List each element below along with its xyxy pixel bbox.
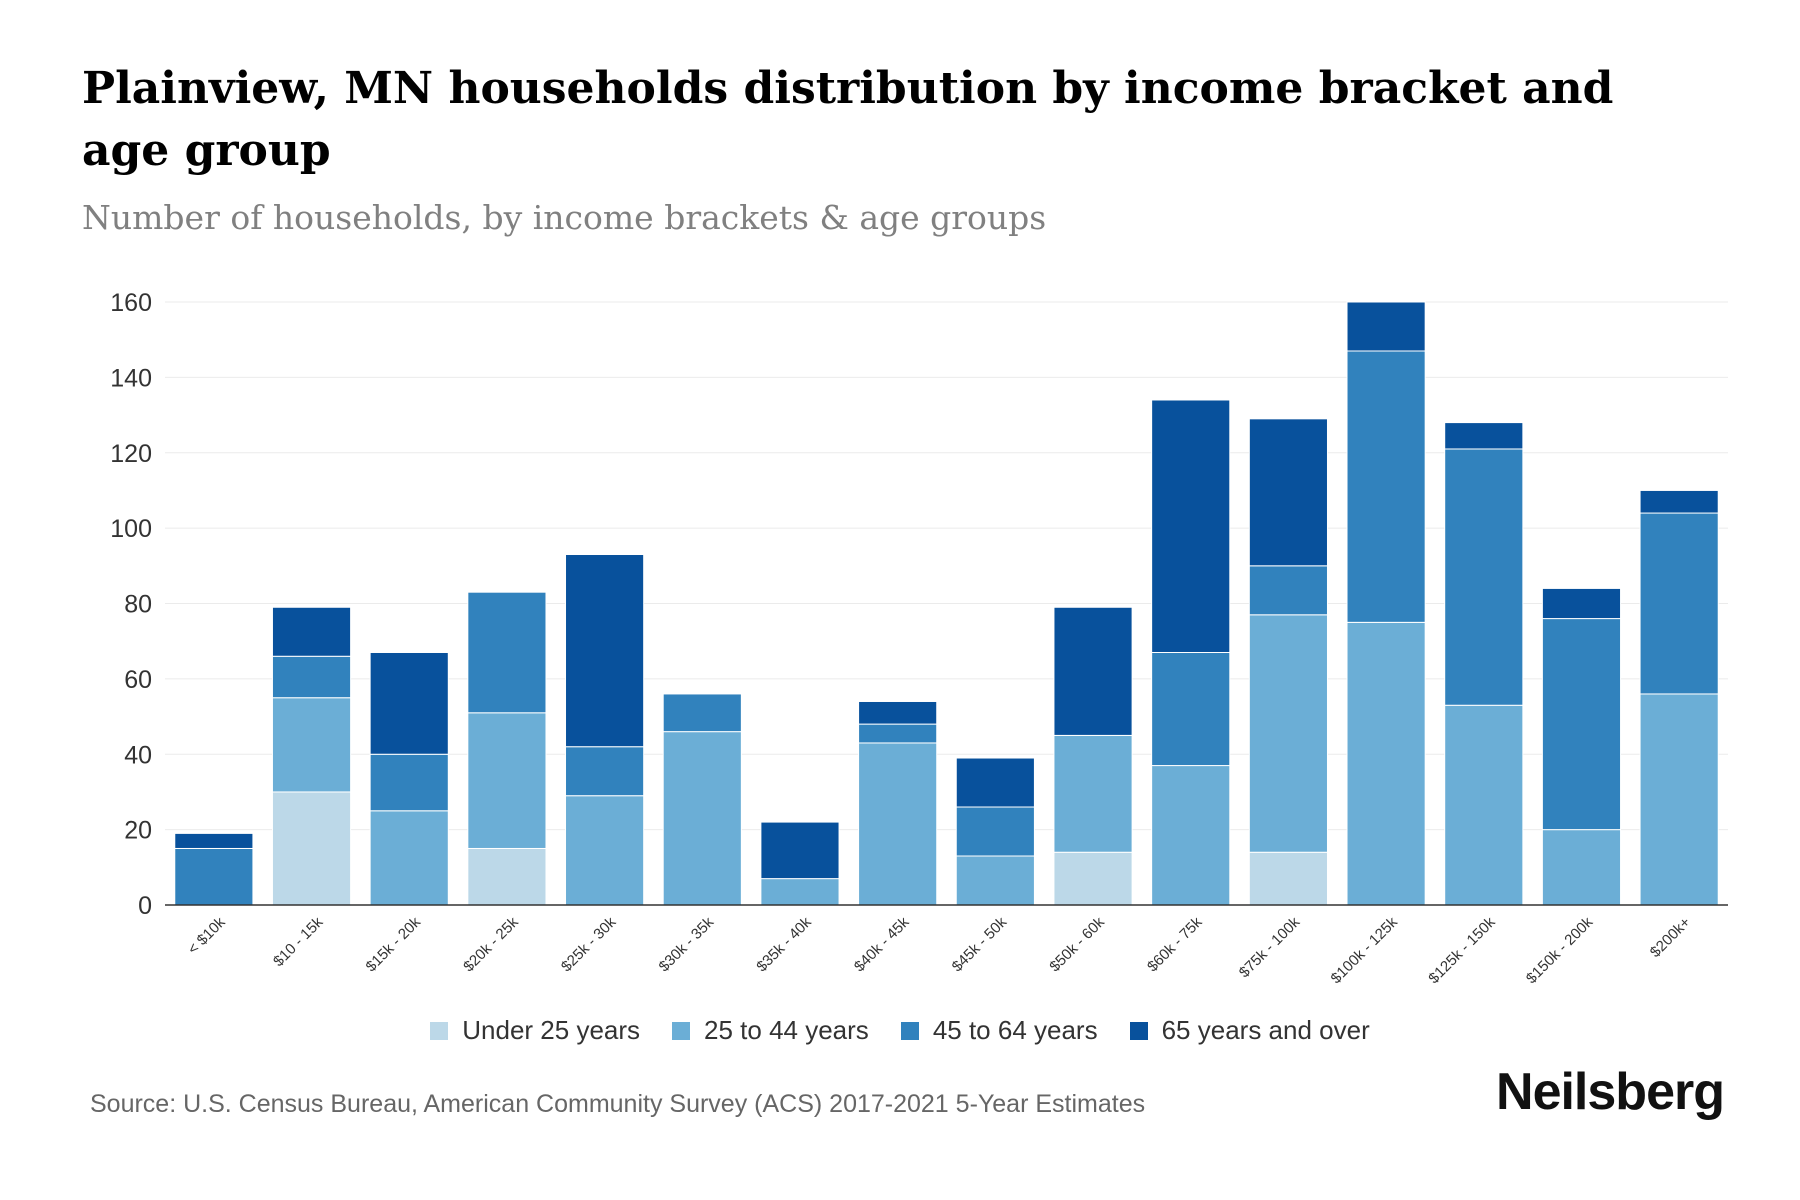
bar-segment: [858, 742, 938, 906]
bar-segment: [1346, 350, 1426, 623]
x-tick-label: $25k - 30k: [558, 913, 620, 975]
bar-segment: [1248, 418, 1328, 567]
legend-item: 65 years and over: [1129, 1015, 1370, 1046]
bar-segment: [760, 878, 840, 906]
bar-segment: [271, 697, 352, 793]
bar-segment: [760, 821, 840, 880]
bar-segment: [565, 795, 645, 906]
stacked-bar-chart: 0 20 40 60 80 100 120 140 160 < $10k $10 - 15k $15…: [110, 289, 1728, 987]
bar-segment: [1444, 448, 1524, 706]
legend-label: 65 years and over: [1161, 1015, 1370, 1045]
legend-swatch: [900, 1021, 919, 1040]
x-tick-label: $45k - 50k: [949, 913, 1011, 975]
bar-segment: [1248, 614, 1328, 853]
y-tick-label: 20: [124, 817, 152, 845]
bar-segment: [1639, 693, 1719, 906]
bar-segment: [858, 723, 938, 744]
neilsberg-logo: Neilsberg: [1496, 1063, 1725, 1121]
bar-segment: [1444, 422, 1524, 450]
x-tick-label: < $10k: [185, 913, 230, 958]
bar-segment: [271, 606, 352, 657]
bar-segment: [1053, 851, 1133, 906]
x-tick-label: $50k - 60k: [1046, 913, 1108, 975]
bar-segment: [467, 847, 547, 906]
bar-segment: [271, 791, 352, 906]
bar-segment: [955, 855, 1035, 906]
bar-segment: [271, 655, 352, 699]
x-tick-label: $60k - 75k: [1144, 913, 1206, 975]
bar-segment: [1053, 734, 1133, 853]
bar-segment: [565, 746, 645, 797]
legend-item: Under 25 years: [430, 1015, 640, 1046]
bar-segment: [955, 757, 1035, 808]
bar-segment: [662, 731, 742, 906]
legend-swatch: [672, 1021, 691, 1040]
y-tick-label: 0: [138, 892, 152, 920]
x-tick-label: $200k+: [1647, 914, 1694, 961]
x-tick-label: $150k - 200k: [1523, 913, 1597, 987]
bar-segment: [1444, 704, 1524, 906]
bar-segment: [369, 810, 449, 906]
x-tick-label: $20k - 25k: [460, 913, 522, 975]
y-tick-label: 140: [110, 364, 152, 392]
y-tick-label: 80: [124, 591, 152, 619]
legend-swatch: [1129, 1021, 1148, 1040]
bar-segment: [369, 753, 449, 812]
legend-item: 45 to 64 years: [900, 1015, 1098, 1046]
x-tick-label: $75k - 100k: [1236, 913, 1304, 981]
bar-segment: [1248, 565, 1328, 616]
bar-segment: [1346, 301, 1426, 352]
x-tick-label: $35k - 40k: [753, 913, 815, 975]
bar-segment: [1248, 851, 1328, 906]
bar-segment: [1151, 399, 1231, 653]
chart-subtitle: Number of households, by income brackets…: [82, 198, 1047, 237]
y-tick-label: 100: [110, 515, 152, 543]
legend-label: 25 to 44 years: [704, 1015, 869, 1045]
y-tick-label: 160: [110, 289, 152, 317]
bar-segment: [1346, 621, 1426, 906]
bar-segment: [1541, 587, 1622, 620]
chart-title: Plainview, MN households distribution by…: [82, 63, 1614, 176]
legend-swatch: [430, 1021, 449, 1040]
x-tick-label: $30k - 35k: [656, 913, 718, 975]
bar-segment: [1541, 618, 1622, 831]
y-tick-label: 40: [124, 741, 152, 769]
legend: Under 25 years 25 to 44 years 45 to 64 yea…: [0, 1015, 1800, 1046]
x-tick-label: $40k - 45k: [851, 913, 913, 975]
bar-segment: [1053, 606, 1133, 736]
y-tick-label: 60: [124, 666, 152, 694]
bar-segment: [467, 591, 547, 714]
bars: [174, 301, 1719, 906]
bar-segment: [174, 832, 254, 849]
bar-segment: [1639, 512, 1719, 695]
bar-segment: [955, 806, 1035, 857]
y-tick-label: 120: [110, 440, 152, 468]
bar-segment: [369, 651, 449, 755]
x-axis-ticks: < $10k $10 - 15k $15k - 20k $20k - 25k $25k …: [185, 913, 1695, 987]
legend-label: Under 25 years: [462, 1015, 641, 1045]
bar-segment: [174, 847, 254, 906]
bar-segment: [467, 712, 547, 849]
bar-segment: [662, 693, 742, 733]
bar-segment: [858, 700, 938, 725]
x-tick-label: $125k - 150k: [1425, 913, 1499, 987]
x-tick-label: $10 - 15k: [270, 913, 327, 970]
y-axis-ticks: 0 20 40 60 80 100 120 140 160: [110, 289, 152, 920]
bar-segment: [1541, 829, 1622, 906]
bar-segment: [1151, 651, 1231, 767]
source-note: Source: U.S. Census Bureau, American Com…: [90, 1090, 1146, 1118]
legend-label: 45 to 64 years: [932, 1015, 1098, 1045]
bar-segment: [1151, 765, 1231, 906]
bar-segment: [565, 554, 645, 748]
legend-item: 25 to 44 years: [672, 1015, 869, 1046]
bar-segment: [1639, 489, 1719, 514]
x-tick-label: $15k - 20k: [362, 913, 424, 975]
x-tick-label: $100k - 125k: [1328, 913, 1402, 987]
